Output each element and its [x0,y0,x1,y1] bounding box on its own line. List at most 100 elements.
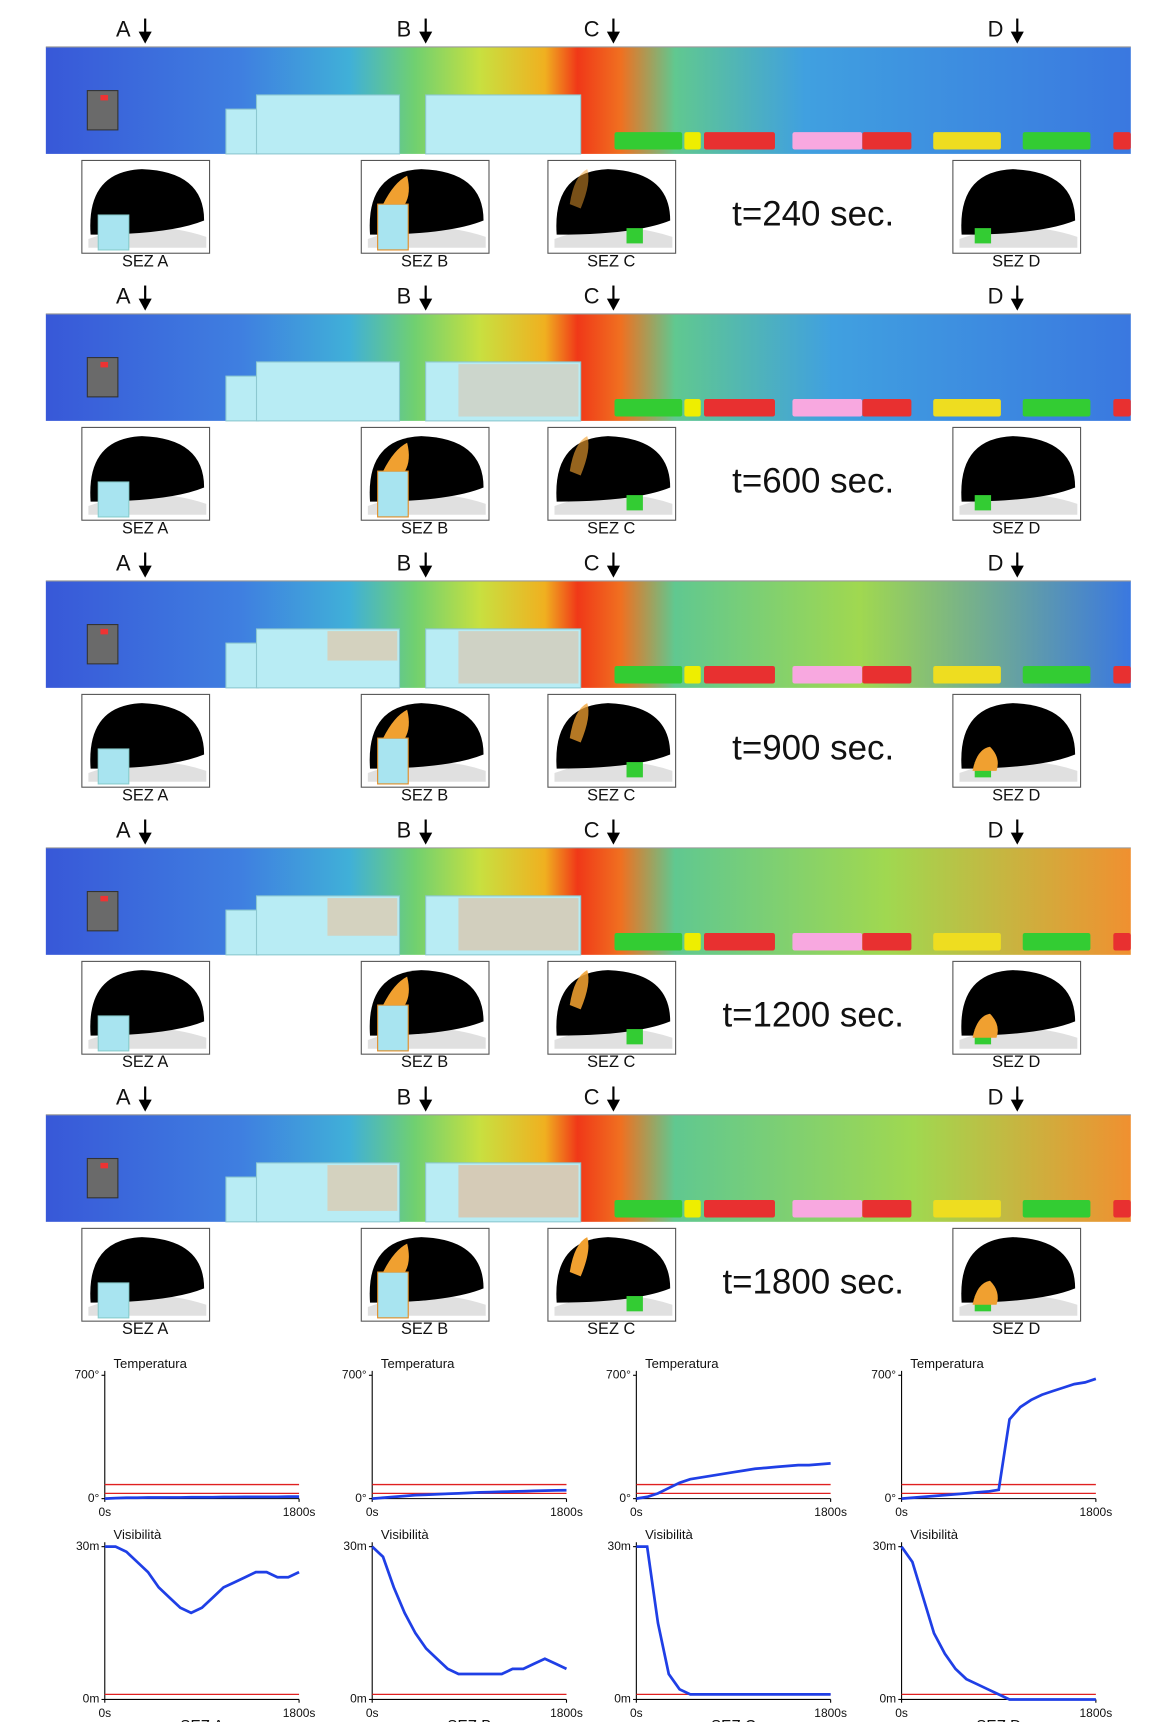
train [426,95,581,154]
data-line [636,1547,830,1695]
y-tick-label: 30m [76,1539,99,1553]
section-label: SEZ A [122,1053,168,1071]
x-tick-label: 0s [630,1706,643,1720]
marker-arrowhead [139,566,152,578]
x-tick-label: 0s [98,1706,111,1720]
vehicle [684,666,700,683]
train-section [378,471,409,517]
train-section [98,215,129,250]
vehicle [1113,933,1130,950]
y-tick-label: 0m [614,1692,631,1706]
section-marker: B [397,817,412,842]
vehicle [684,1200,700,1217]
section-marker: C [584,283,600,308]
section-label: SEZ B [401,252,448,270]
section-marker: D [988,550,1004,575]
vehicle [704,132,775,149]
vehicle-section [975,495,991,510]
vehicle [615,666,683,683]
vehicle [792,132,862,149]
chart-title: Temperatura [910,1356,984,1371]
marker-arrowhead [419,833,432,845]
vehicle [1113,1200,1130,1217]
x-tick-label: 1800s [814,1706,847,1720]
train-section [98,749,129,784]
x-tick-label: 0s [366,1505,379,1519]
section-label: SEZ B [401,519,448,537]
soot-deposit [458,1165,578,1217]
section-label: SEZ D [992,1320,1040,1338]
vehicle [615,132,683,149]
vehicle-section [627,1296,643,1311]
soot-deposit [327,631,397,660]
time-label: t=900 sec. [732,728,894,767]
vehicle [1023,399,1091,416]
vehicle [933,666,1001,683]
y-tick-label: 0° [88,1491,100,1505]
data-line [372,1490,566,1498]
section-label: SEZ A [122,252,168,270]
door-light [100,896,108,901]
chart-title: Visibilità [645,1527,693,1542]
vehicle-section [627,762,643,777]
y-tick-label: 0° [355,1491,367,1505]
section-label: SEZ D [992,252,1040,270]
data-line [902,1379,1096,1499]
train-section [98,1016,129,1051]
chart-x-label: SEZ B [447,1718,491,1722]
section-marker: C [584,817,600,842]
section-marker: C [584,1084,600,1109]
train [226,910,259,955]
door-light [100,1163,108,1168]
vehicle [1023,933,1091,950]
x-tick-label: 1800s [814,1505,847,1519]
chart-title: Temperatura [114,1356,188,1371]
section-label: SEZ A [122,786,168,804]
x-tick-label: 0s [98,1505,111,1519]
section-marker: D [988,1084,1004,1109]
marker-arrowhead [1011,833,1024,845]
train [226,1177,259,1222]
x-tick-label: 1800s [550,1505,583,1519]
section-label: SEZ D [992,786,1040,804]
chart-title: Visibilità [910,1527,958,1542]
section-label: SEZ A [122,1320,168,1338]
marker-arrowhead [607,1100,620,1112]
vehicle [1023,666,1091,683]
chart-x-label: SEZ A [180,1718,224,1722]
time-label: t=1800 sec. [722,1262,903,1301]
marker-arrowhead [139,1100,152,1112]
vehicle [792,666,862,683]
y-tick-label: 700° [871,1367,896,1381]
train-section [378,204,409,250]
y-tick-label: 700° [606,1367,631,1381]
marker-arrowhead [139,32,152,44]
marker-arrowhead [139,833,152,845]
y-tick-label: 700° [74,1367,99,1381]
data-line [902,1547,1096,1700]
marker-arrowhead [419,566,432,578]
vehicle [933,132,1001,149]
section-label: SEZ C [587,252,635,270]
section-label: SEZ C [587,519,635,537]
vehicle [1023,132,1091,149]
y-tick-label: 0° [619,1491,631,1505]
marker-arrowhead [1011,299,1024,311]
train-section [378,1272,409,1318]
x-tick-label: 0s [366,1706,379,1720]
vehicle [704,666,775,683]
train [226,643,259,688]
section-label: SEZ D [992,1053,1040,1071]
marker-arrowhead [607,32,620,44]
train-section [98,482,129,517]
marker-arrowhead [1011,566,1024,578]
marker-arrowhead [139,299,152,311]
section-marker: D [988,16,1004,41]
train-section [378,1005,409,1051]
soot-deposit [327,898,397,936]
vehicle [615,1200,683,1217]
x-tick-label: 1800s [1080,1505,1113,1519]
y-tick-label: 30m [608,1539,631,1553]
y-tick-label: 0m [350,1692,367,1706]
